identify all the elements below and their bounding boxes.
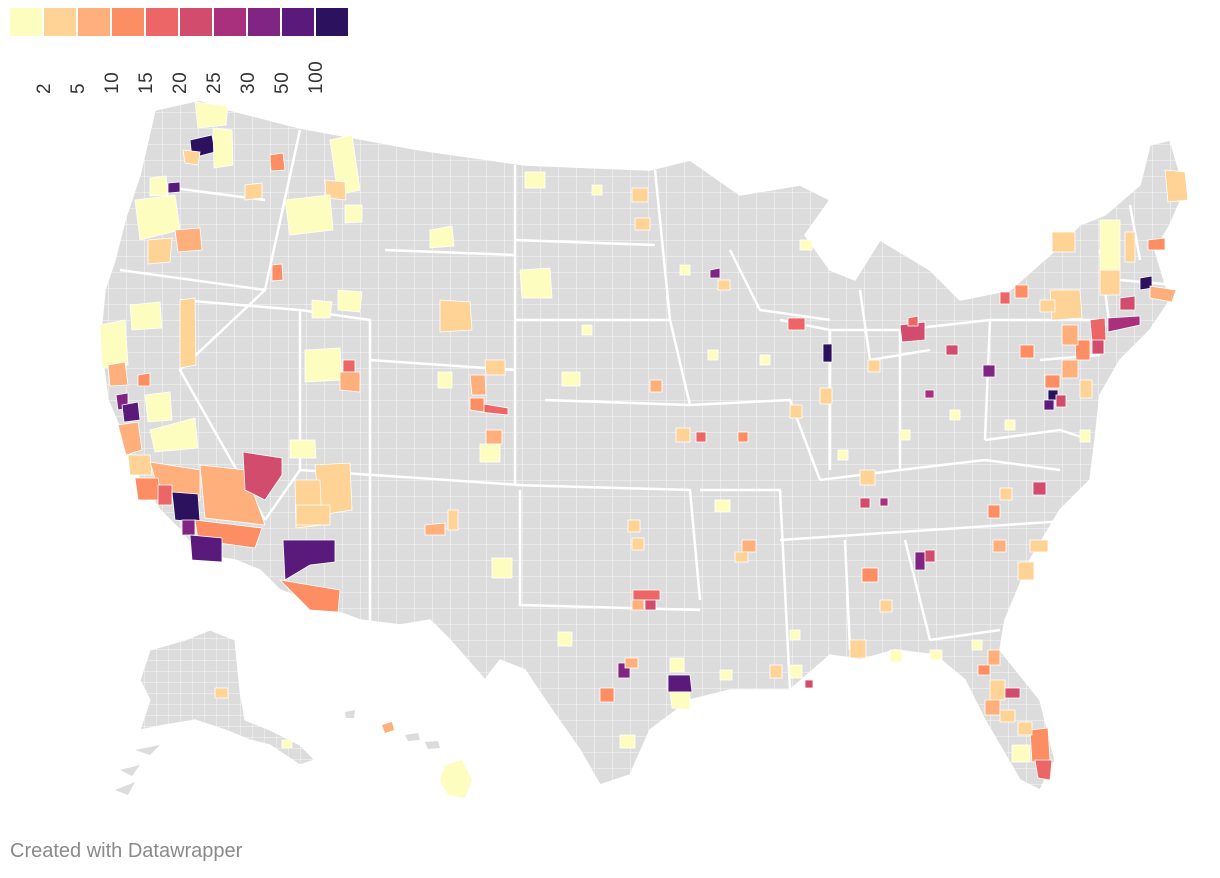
legend-swatch	[282, 8, 314, 36]
legend-tick-text: 100	[306, 60, 327, 94]
legend-tick-label: 20	[170, 36, 191, 96]
legend-tick-label: 25	[204, 36, 225, 96]
legend-tick-label: 15	[136, 36, 157, 96]
legend-tick-text: 10	[102, 71, 123, 94]
legend-tick-text: 30	[238, 71, 259, 94]
legend-tick-text: 50	[272, 71, 293, 94]
legend-swatch	[10, 8, 42, 36]
legend-swatch	[248, 8, 280, 36]
legend-swatches	[10, 8, 348, 36]
legend-swatch	[180, 8, 212, 36]
legend-swatch	[316, 8, 348, 36]
datawrapper-credit: Created with Datawrapper	[10, 840, 243, 862]
legend-swatch	[78, 8, 110, 36]
state-borders	[119, 129, 1176, 691]
hawaii-islands	[345, 710, 472, 798]
legend-tick-label: 50	[272, 36, 293, 96]
legend-tick-label: 100	[306, 36, 327, 96]
legend-tick-label: 5	[68, 36, 89, 96]
legend-swatch	[146, 8, 178, 36]
aleutian-islands	[115, 745, 160, 795]
legend-swatch	[214, 8, 246, 36]
legend-tick-labels: 2 5 10 15 20 25 30 50 100	[10, 36, 348, 96]
legend-tick-text: 2	[34, 82, 55, 94]
color-legend: 2 5 10 15 20 25 30 50 100	[10, 8, 348, 96]
legend-tick-label: 10	[102, 36, 123, 96]
legend-tick-label: 2	[34, 36, 55, 96]
legend-tick-text: 20	[170, 71, 191, 94]
legend-swatch	[44, 8, 76, 36]
legend-tick-text: 25	[204, 71, 225, 94]
legend-tick-text: 5	[68, 82, 89, 94]
colored-counties	[99, 101, 1189, 781]
legend-swatch	[112, 8, 144, 36]
contiguous-us-landmass	[99, 99, 1186, 792]
legend-tick-text: 15	[136, 71, 157, 94]
legend-tick-label: 30	[238, 36, 259, 96]
